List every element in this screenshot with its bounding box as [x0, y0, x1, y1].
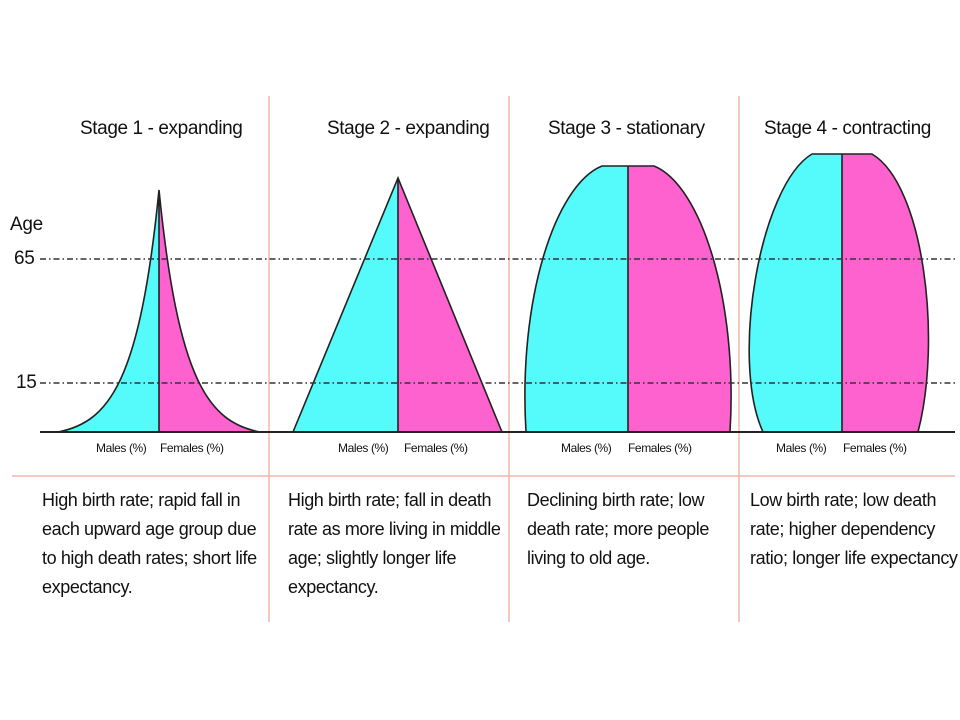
stage-2-females-label: Females (%) — [404, 441, 468, 455]
stage-4-females-label: Females (%) — [843, 441, 907, 455]
stage-2-outline — [292, 175, 503, 433]
stage-2-males-label: Males (%) — [338, 441, 389, 455]
stage-4-males-label: Males (%) — [776, 441, 827, 455]
stage-3-pyramid — [524, 165, 732, 433]
stage-4-pyramid — [748, 153, 930, 433]
stage-4-females-area — [842, 154, 929, 432]
stage-4-males-area — [749, 154, 842, 432]
stage-3-males-area — [524, 166, 628, 432]
stage-2-pyramid — [292, 175, 503, 433]
stage-3-title: Stage 3 - stationary — [548, 118, 705, 139]
age-axis-title: Age — [10, 214, 43, 235]
stage-1-description: High birth rate; rapid fall in each upwa… — [42, 490, 257, 597]
stage-1-females-label: Females (%) — [160, 441, 224, 455]
stage-1-females-area — [159, 190, 260, 432]
stage-1-pyramid — [57, 189, 261, 433]
stage-1-males-label: Males (%) — [96, 441, 147, 455]
stage-3-females-area — [628, 166, 732, 432]
stage-3-outline — [524, 165, 732, 433]
stage-3-description: Declining birth rate; low death rate; mo… — [527, 490, 709, 568]
stage-1-outline — [57, 189, 261, 433]
age-tick-15: 15 — [16, 372, 37, 393]
stage-1-males-area — [58, 190, 159, 432]
stage-3-females-label: Females (%) — [628, 441, 692, 455]
stage-2-title: Stage 2 - expanding — [327, 118, 490, 139]
stage-3-males-label: Males (%) — [561, 441, 612, 455]
stage-4-title: Stage 4 - contracting — [764, 118, 931, 139]
stage-4-outline — [748, 153, 930, 433]
stage-4-description: Low birth rate; low death rate; higher d… — [750, 490, 958, 568]
stage-2-description: High birth rate; fall in death rate as m… — [288, 490, 501, 597]
age-tick-65: 65 — [14, 248, 35, 269]
stage-1-title: Stage 1 - expanding — [80, 118, 243, 139]
